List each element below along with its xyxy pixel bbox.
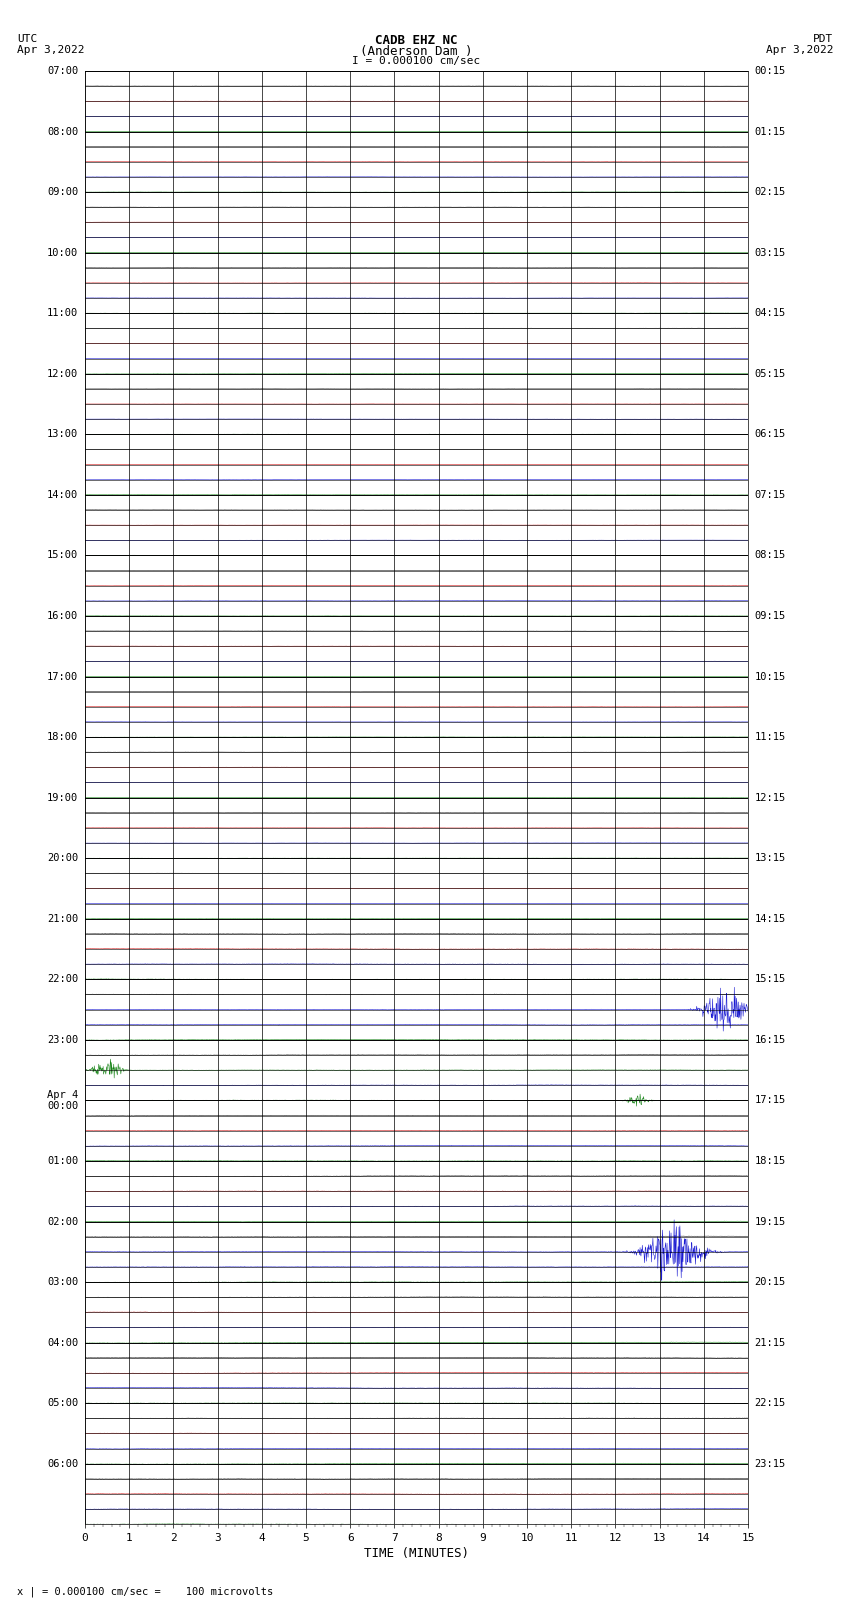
Text: 17:15: 17:15 — [755, 1095, 786, 1105]
Text: 18:15: 18:15 — [755, 1157, 786, 1166]
Text: CADB EHZ NC: CADB EHZ NC — [375, 34, 458, 47]
X-axis label: TIME (MINUTES): TIME (MINUTES) — [364, 1547, 469, 1560]
Text: 23:00: 23:00 — [47, 1036, 78, 1045]
Text: 13:00: 13:00 — [47, 429, 78, 439]
Text: 23:15: 23:15 — [755, 1458, 786, 1469]
Text: 22:00: 22:00 — [47, 974, 78, 984]
Text: 11:00: 11:00 — [47, 308, 78, 318]
Text: Apr 4
00:00: Apr 4 00:00 — [47, 1090, 78, 1111]
Text: 05:15: 05:15 — [755, 369, 786, 379]
Text: 05:00: 05:00 — [47, 1398, 78, 1408]
Text: x | = 0.000100 cm/sec =    100 microvolts: x | = 0.000100 cm/sec = 100 microvolts — [17, 1586, 273, 1597]
Text: 03:00: 03:00 — [47, 1277, 78, 1287]
Text: Apr 3,2022: Apr 3,2022 — [766, 45, 833, 55]
Text: 21:00: 21:00 — [47, 913, 78, 924]
Text: 01:00: 01:00 — [47, 1157, 78, 1166]
Text: (Anderson Dam ): (Anderson Dam ) — [360, 45, 473, 58]
Text: 06:00: 06:00 — [47, 1458, 78, 1469]
Text: 20:15: 20:15 — [755, 1277, 786, 1287]
Text: 12:00: 12:00 — [47, 369, 78, 379]
Text: 18:00: 18:00 — [47, 732, 78, 742]
Text: 16:00: 16:00 — [47, 611, 78, 621]
Text: 19:15: 19:15 — [755, 1216, 786, 1226]
Text: 15:15: 15:15 — [755, 974, 786, 984]
Text: 02:00: 02:00 — [47, 1216, 78, 1226]
Text: 14:00: 14:00 — [47, 490, 78, 500]
Text: 20:00: 20:00 — [47, 853, 78, 863]
Text: 02:15: 02:15 — [755, 187, 786, 197]
Text: 17:00: 17:00 — [47, 671, 78, 682]
Text: 14:15: 14:15 — [755, 913, 786, 924]
Text: 15:00: 15:00 — [47, 550, 78, 560]
Text: 07:15: 07:15 — [755, 490, 786, 500]
Text: 04:00: 04:00 — [47, 1337, 78, 1347]
Text: 10:15: 10:15 — [755, 671, 786, 682]
Text: 04:15: 04:15 — [755, 308, 786, 318]
Text: 19:00: 19:00 — [47, 792, 78, 803]
Text: 21:15: 21:15 — [755, 1337, 786, 1347]
Text: 09:15: 09:15 — [755, 611, 786, 621]
Text: PDT: PDT — [813, 34, 833, 44]
Text: I = 0.000100 cm/sec: I = 0.000100 cm/sec — [353, 56, 480, 66]
Text: 06:15: 06:15 — [755, 429, 786, 439]
Text: 13:15: 13:15 — [755, 853, 786, 863]
Text: Apr 3,2022: Apr 3,2022 — [17, 45, 84, 55]
Text: 09:00: 09:00 — [47, 187, 78, 197]
Text: 22:15: 22:15 — [755, 1398, 786, 1408]
Text: 10:00: 10:00 — [47, 248, 78, 258]
Text: 08:00: 08:00 — [47, 126, 78, 137]
Text: 03:15: 03:15 — [755, 248, 786, 258]
Text: 16:15: 16:15 — [755, 1036, 786, 1045]
Text: 00:15: 00:15 — [755, 66, 786, 76]
Text: UTC: UTC — [17, 34, 37, 44]
Text: 11:15: 11:15 — [755, 732, 786, 742]
Text: 08:15: 08:15 — [755, 550, 786, 560]
Text: 07:00: 07:00 — [47, 66, 78, 76]
Text: 01:15: 01:15 — [755, 126, 786, 137]
Text: 12:15: 12:15 — [755, 792, 786, 803]
